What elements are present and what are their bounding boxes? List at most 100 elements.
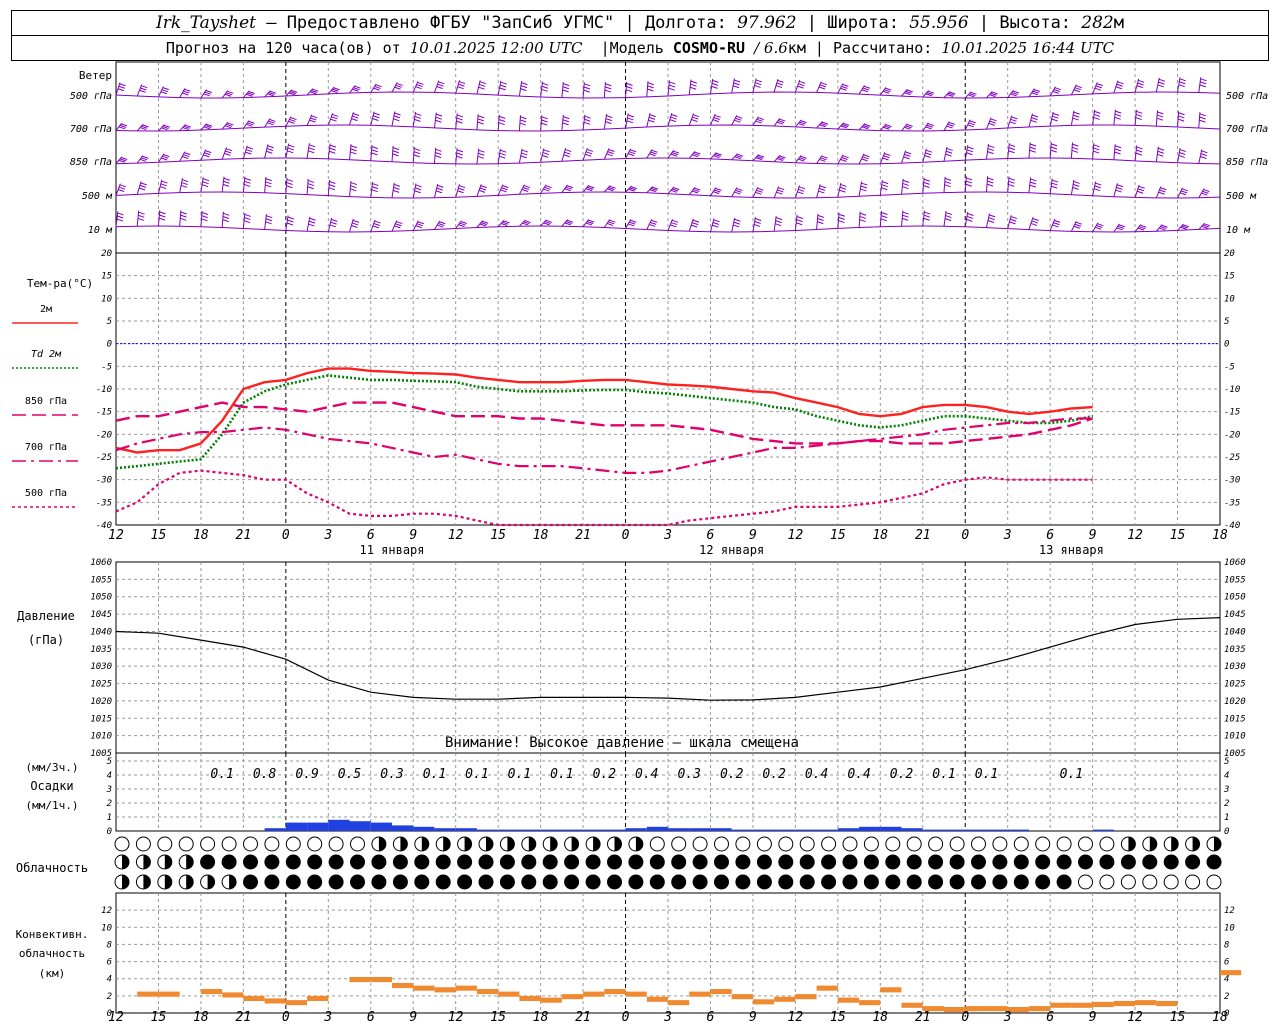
model-res: / 6.6 bbox=[754, 39, 788, 57]
wind-barb-feather bbox=[734, 191, 741, 195]
wind-barb-feather bbox=[332, 113, 339, 117]
cloud-cover-half bbox=[550, 837, 558, 852]
cloud-cover-circle bbox=[307, 854, 323, 870]
wind-barb-feather bbox=[1156, 114, 1164, 118]
wind-barb bbox=[497, 80, 502, 96]
wind-barb-feather bbox=[373, 87, 380, 91]
convective-bar bbox=[837, 997, 859, 1003]
cloud-cover-symbol bbox=[135, 836, 151, 852]
wind-barb-feather bbox=[542, 82, 549, 86]
wind-barb bbox=[603, 185, 611, 193]
convective-tick-left: 6 bbox=[107, 958, 112, 968]
wind-barb-feather bbox=[458, 83, 465, 87]
wind-barb-feather bbox=[628, 188, 635, 192]
precip-amount-label: 0.9 bbox=[295, 767, 318, 782]
wind-barb-feather bbox=[647, 88, 654, 92]
wind-barb-feather bbox=[755, 191, 762, 195]
wind-barb-feather bbox=[566, 185, 574, 189]
cloud-cover-symbol bbox=[564, 874, 580, 890]
wind-barb-feather bbox=[625, 89, 633, 93]
cloud-cover-symbol bbox=[649, 836, 665, 852]
wind-barb-feather bbox=[609, 185, 616, 189]
pressure-unit: (гПа) bbox=[28, 633, 64, 647]
wind-barb bbox=[646, 219, 653, 230]
wind-barb-feather bbox=[480, 185, 487, 189]
wind-barb-feather bbox=[627, 114, 635, 118]
wind-barb bbox=[158, 153, 165, 163]
wind-barb-feather bbox=[204, 91, 211, 95]
temperature-tick-left: 10 bbox=[101, 294, 112, 304]
day-label: 12 января bbox=[699, 543, 764, 557]
wind-barb-feather bbox=[884, 125, 891, 129]
pressure-tick-right: 1055 bbox=[1224, 575, 1246, 585]
wind-barb-feather bbox=[375, 84, 382, 88]
hour-tick-label: 9 bbox=[1089, 528, 1097, 543]
wind-barb-feather bbox=[650, 187, 658, 191]
cloud-cover-symbol bbox=[435, 874, 451, 890]
convective-bar bbox=[901, 1002, 923, 1008]
cloud-cover-symbol bbox=[906, 854, 922, 870]
wind-barb-feather bbox=[265, 181, 272, 185]
wind-barb-feather bbox=[944, 218, 952, 222]
cloud-cover-symbol bbox=[371, 836, 387, 852]
wind-barb-feather bbox=[246, 93, 253, 97]
wind-barb-feather bbox=[204, 152, 211, 156]
wind-barb-feather bbox=[117, 88, 125, 92]
cloud-cover-circle bbox=[1078, 874, 1093, 890]
cloud-cover-half bbox=[421, 837, 429, 852]
cloud-cover-symbol bbox=[264, 836, 280, 852]
wind-barb-feather bbox=[818, 86, 826, 90]
wind-barb-feather bbox=[798, 83, 805, 87]
wind-barb-feather bbox=[329, 147, 336, 151]
wind-barb-feather bbox=[500, 81, 507, 85]
wind-barb-feather bbox=[733, 221, 740, 225]
cloud-cover-circle bbox=[649, 854, 665, 870]
wind-barb-feather bbox=[758, 154, 765, 158]
precip-title: Осадки bbox=[30, 779, 73, 793]
wind-barb-feather bbox=[1177, 118, 1185, 122]
wind-barb-feather bbox=[839, 186, 847, 190]
convective-bar bbox=[540, 997, 562, 1003]
wind-barb-feather bbox=[944, 184, 951, 188]
wind-barb-feather bbox=[1116, 227, 1123, 231]
wind-barb-feather bbox=[1029, 149, 1036, 153]
convective-bar bbox=[158, 991, 180, 997]
convective-bar bbox=[1071, 1002, 1093, 1008]
wind-barb-feather bbox=[480, 222, 488, 226]
wind-barb-feather bbox=[713, 191, 720, 195]
wind-barb-feather bbox=[840, 125, 847, 129]
cloud-cover-half bbox=[207, 875, 215, 889]
cloud-cover-symbol bbox=[992, 836, 1008, 852]
wind-barb-feather bbox=[902, 214, 909, 218]
wind-barb-feather bbox=[329, 181, 336, 184]
cloud-cover-circle bbox=[221, 836, 237, 852]
wind-barb-feather bbox=[583, 89, 590, 93]
wind-barb-feather bbox=[329, 144, 337, 148]
wind-barb-feather bbox=[859, 219, 866, 223]
wind-barb-feather bbox=[286, 178, 294, 182]
wind-barb-feather bbox=[691, 118, 698, 122]
wind-barb-feather bbox=[651, 186, 659, 190]
wind-barb-feather bbox=[478, 152, 485, 156]
convective-tick-left: 2 bbox=[107, 992, 112, 1002]
cloud-cover-symbol bbox=[949, 874, 965, 890]
cloud-cover-symbol bbox=[114, 854, 130, 870]
wind-barb-feather bbox=[588, 185, 595, 189]
wind-barb bbox=[901, 88, 908, 97]
cloud-cover-half bbox=[571, 837, 579, 852]
wind-barb-feather bbox=[990, 118, 997, 122]
wind-barb-feather bbox=[968, 122, 975, 126]
cloud-cover-circle bbox=[735, 854, 751, 870]
wind-barb-feather bbox=[585, 151, 593, 155]
pressure-tick-left: 1055 bbox=[90, 575, 112, 585]
wind-barb-feather bbox=[1114, 113, 1122, 117]
wind-barb-feather bbox=[267, 93, 274, 97]
wind-barb-feather bbox=[243, 220, 251, 224]
wind-barb-feather bbox=[821, 121, 829, 125]
wind-barb-feather bbox=[756, 155, 764, 159]
convective-bar bbox=[307, 995, 329, 1001]
wind-barb-feather bbox=[1116, 186, 1123, 190]
cloud-cover-circle bbox=[521, 854, 537, 870]
wind-barb-feather bbox=[1202, 224, 1210, 228]
cloud-cover-symbol bbox=[778, 874, 794, 890]
